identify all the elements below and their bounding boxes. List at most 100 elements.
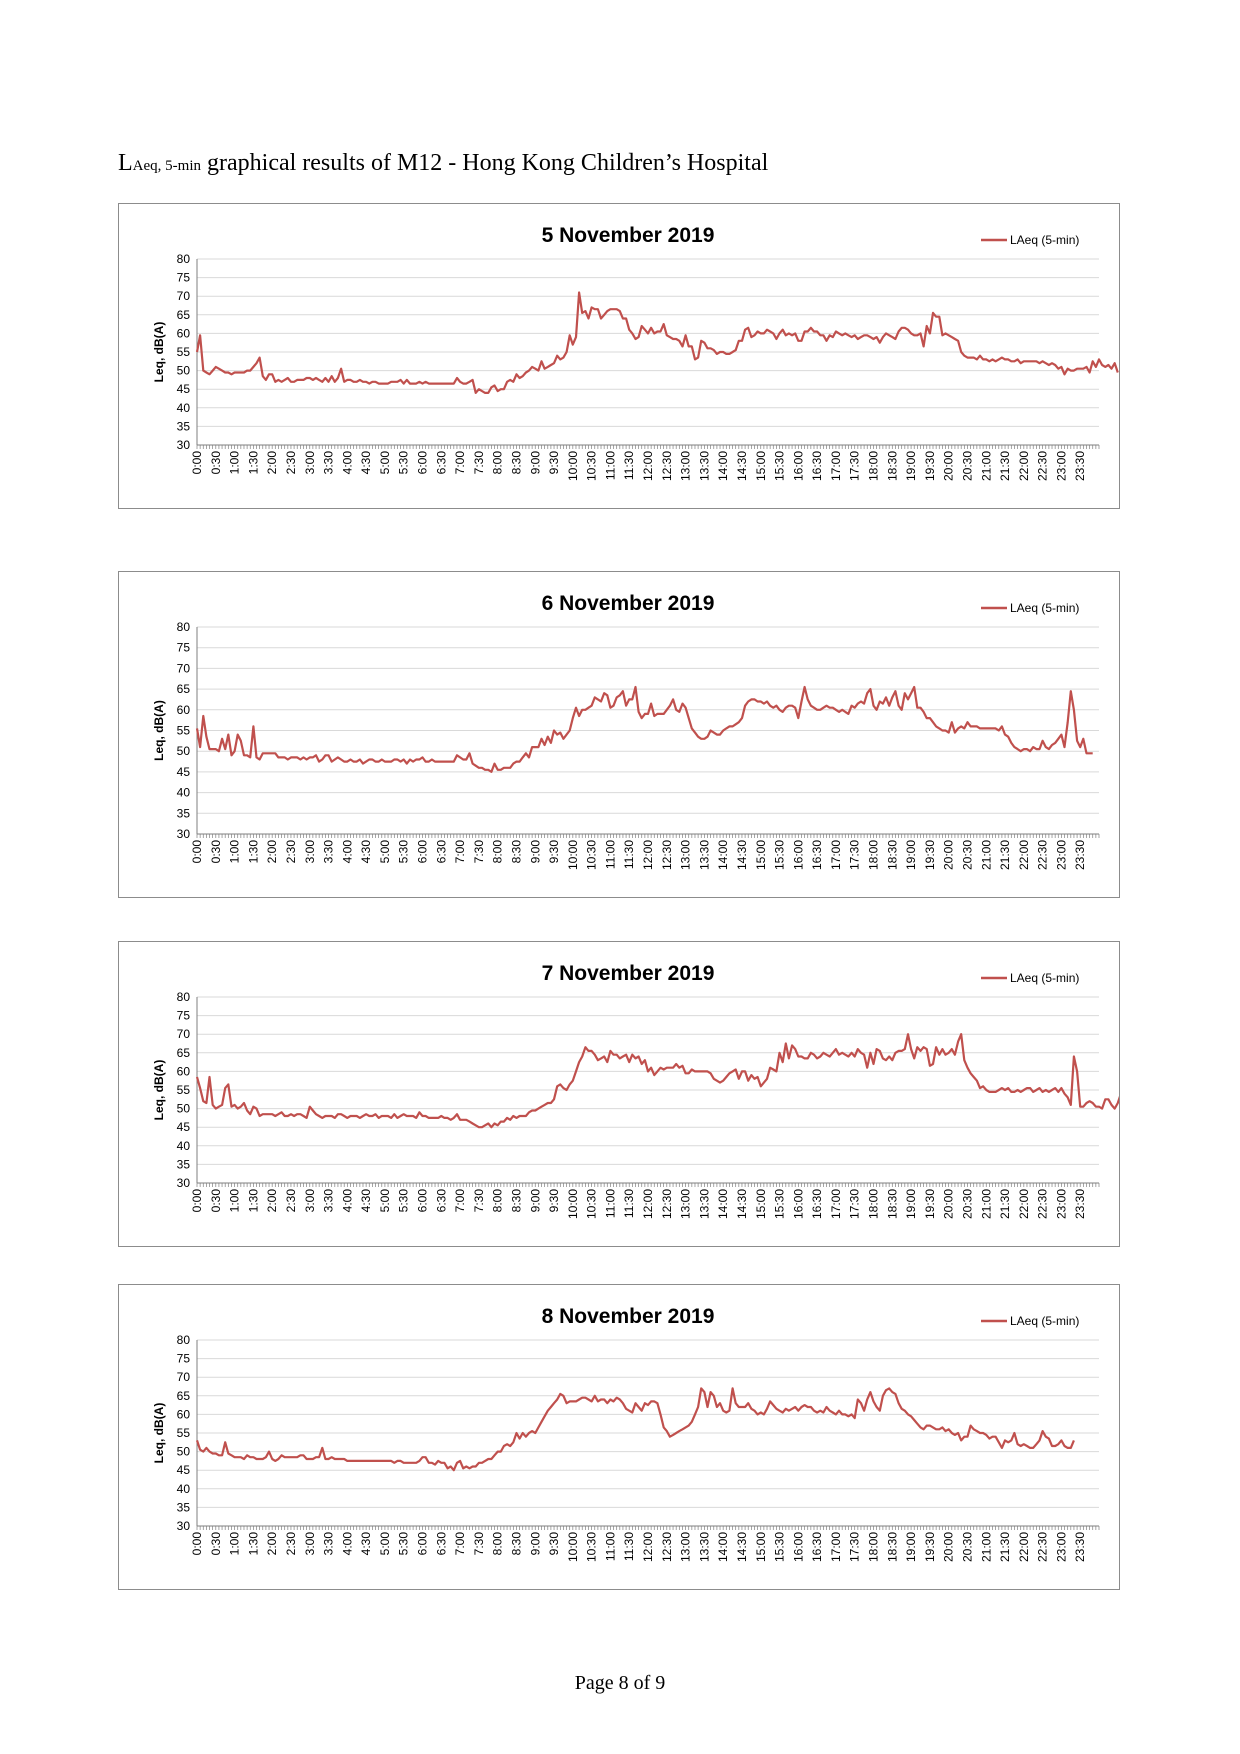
x-tick-label: 16:30: [810, 840, 824, 870]
chart-svg-7-nov: 7 November 2019 LAeq (5-min) 30 35 40 45 50 55 6…: [152, 962, 1119, 1219]
y-tick-label: 80: [177, 1333, 191, 1347]
y-tick-label: 30: [177, 1176, 191, 1190]
x-tick-label: 18:30: [885, 1189, 899, 1219]
x-tick-label: 17:30: [848, 840, 862, 870]
x-tick-label: 23:30: [1073, 451, 1087, 481]
x-tick-label: 10:30: [585, 1189, 599, 1219]
chart-panel-5-nov: 5 November 2019 LAeq (5-min) 30 35 40 45 50 55 6…: [118, 203, 1120, 509]
y-axis-label: Leq, dB(A): [152, 1060, 166, 1121]
x-tick-label: 1:30: [246, 1532, 260, 1556]
x-tick-label: 7:00: [453, 1189, 467, 1213]
series-line-laeq: [195, 685, 1093, 773]
series-line-laeq: [195, 291, 1119, 394]
x-tick-label: 8:30: [509, 1532, 523, 1556]
x-tick-label: 9:30: [547, 1532, 561, 1556]
x-tick-label: 15:30: [773, 451, 787, 481]
y-tick-label: 50: [177, 1102, 191, 1116]
x-tick-label: 4:30: [359, 840, 373, 864]
x-tick-label: 15:30: [773, 1189, 787, 1219]
x-tick-label: 11:00: [603, 1189, 617, 1218]
x-tick-label: 0:30: [209, 451, 223, 475]
x-tick-label: 5:30: [397, 1189, 411, 1213]
y-axis-label: Leq, dB(A): [152, 1403, 166, 1464]
x-tick-label: 13:30: [697, 840, 711, 870]
y-tick-label: 65: [177, 682, 191, 696]
x-tick-label: 2:00: [265, 840, 279, 864]
y-tick-label: 45: [177, 1463, 191, 1477]
x-tick-label: 7:00: [453, 451, 467, 475]
x-tick-label: 13:30: [697, 1189, 711, 1219]
x-tick-label: 6:30: [434, 1532, 448, 1556]
x-tick-label: 20:00: [942, 1532, 956, 1562]
x-tick-label: 22:00: [1017, 451, 1031, 481]
x-tick-label: 19:30: [923, 1532, 937, 1562]
x-tick-label: 20:30: [960, 1189, 974, 1219]
x-tick-label: 12:00: [641, 451, 655, 481]
x-tick-label: 9:00: [528, 1532, 542, 1556]
x-tick-label: 21:00: [979, 451, 993, 481]
chart-svg-8-nov: 8 November 2019 LAeq (5-min) 30 35 40 45 50 55 6…: [152, 1305, 1100, 1562]
x-tick-label: 12:00: [641, 1189, 655, 1219]
y-tick-label: 75: [177, 641, 191, 655]
x-tick-label: 4:00: [340, 451, 354, 475]
x-tick-label: 22:30: [1036, 1532, 1050, 1562]
chart-panel-8-nov: 8 November 2019 LAeq (5-min) 30 35 40 45 50 55 6…: [118, 1284, 1120, 1590]
chart-title: 7 November 2019: [542, 962, 715, 985]
x-tick-label: 9:30: [547, 1189, 561, 1213]
x-tick-label: 23:00: [1054, 1189, 1068, 1219]
x-tick-label: 7:30: [472, 451, 486, 475]
y-tick-label: 40: [177, 401, 191, 415]
x-tick-label: 11:30: [622, 451, 636, 480]
y-tick-label: 60: [177, 1407, 191, 1421]
x-tick-label: 12:30: [660, 451, 674, 481]
x-tick-label: 19:30: [923, 840, 937, 870]
x-tick-label: 19:00: [904, 840, 918, 870]
x-tick-label: 21:30: [998, 1532, 1012, 1562]
y-tick-label: 45: [177, 382, 191, 396]
y-tick-label: 50: [177, 744, 191, 758]
x-tick-label: 8:30: [509, 1189, 523, 1213]
x-tick-label: 20:30: [960, 1532, 974, 1562]
x-tick-label: 14:30: [735, 1532, 749, 1562]
x-tick-label: 19:00: [904, 451, 918, 481]
x-tick-label: 22:30: [1036, 1189, 1050, 1219]
x-tick-label: 2:00: [265, 1189, 279, 1213]
x-tick-label: 6:30: [434, 451, 448, 475]
x-tick-label: 5:00: [378, 1532, 392, 1556]
x-tick-label: 1:00: [228, 1189, 242, 1213]
x-tick-label: 8:00: [491, 1189, 505, 1213]
x-tick-label: 13:00: [679, 840, 693, 870]
y-tick-label: 65: [177, 1389, 191, 1403]
x-tick-label: 4:00: [340, 840, 354, 864]
x-tick-label: 21:00: [979, 1532, 993, 1562]
x-tick-label: 20:30: [960, 451, 974, 481]
x-tick-label: 22:00: [1017, 1532, 1031, 1562]
x-tick-label: 9:00: [528, 451, 542, 475]
x-tick-label: 9:30: [547, 451, 561, 475]
x-tick-label: 11:00: [603, 840, 617, 869]
x-tick-label: 21:00: [979, 840, 993, 870]
x-tick-label: 12:30: [660, 840, 674, 870]
x-tick-label: 15:00: [754, 1189, 768, 1219]
x-tick-label: 6:30: [434, 840, 448, 864]
chart-panel-7-nov: 7 November 2019 LAeq (5-min) 30 35 40 45 50 55 6…: [118, 941, 1120, 1247]
x-tick-label: 22:30: [1036, 840, 1050, 870]
x-tick-label: 14:30: [735, 1189, 749, 1219]
x-tick-label: 13:00: [679, 1189, 693, 1219]
x-tick-label: 13:30: [697, 1532, 711, 1562]
x-tick-label: 0:00: [190, 840, 204, 864]
x-tick-label: 17:00: [829, 840, 843, 870]
x-tick-label: 1:00: [228, 451, 242, 475]
y-tick-label: 80: [177, 620, 191, 634]
y-tick-label: 40: [177, 1139, 191, 1153]
x-tick-label: 18:30: [885, 840, 899, 870]
x-tick-label: 2:00: [265, 1532, 279, 1556]
x-tick-label: 18:30: [885, 1532, 899, 1562]
x-tick-label: 18:00: [867, 451, 881, 481]
x-tick-label: 21:00: [979, 1189, 993, 1219]
x-tick-label: 1:00: [228, 1532, 242, 1556]
legend-label: LAeq (5-min): [1010, 601, 1079, 615]
x-tick-label: 21:30: [998, 840, 1012, 870]
x-tick-label: 10:00: [566, 451, 580, 481]
x-tick-label: 3:00: [303, 840, 317, 864]
